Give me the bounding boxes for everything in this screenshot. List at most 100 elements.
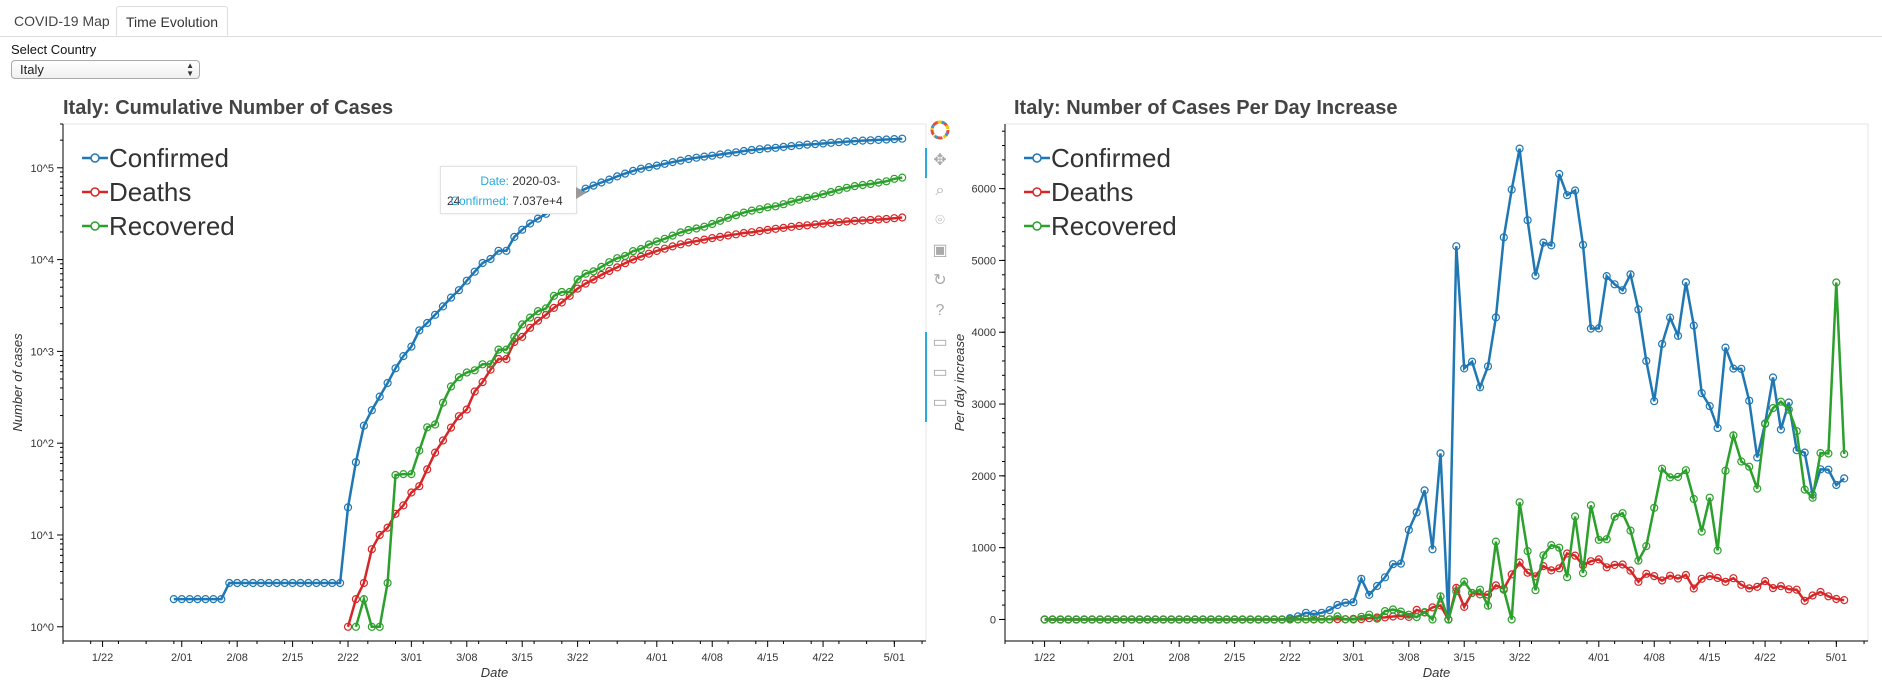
legend-marker: [90, 187, 100, 197]
data-point: [1681, 278, 1691, 287]
data-point: [842, 183, 851, 192]
x-tick-label: 3/01: [401, 652, 422, 664]
data-point: [462, 276, 471, 285]
data-point: [478, 360, 487, 369]
data-point: [1570, 512, 1580, 521]
country-select[interactable]: Italy ▲ ▼: [11, 60, 200, 79]
data-point: [1491, 537, 1501, 546]
data-point: [1713, 573, 1722, 583]
data-point: [723, 231, 733, 240]
x-tick-label: 2/15: [282, 652, 303, 664]
x-tick-label: 4/01: [1588, 652, 1609, 664]
data-point: [502, 345, 511, 354]
hover-icon[interactable]: ▭: [932, 394, 948, 411]
help-icon[interactable]: ?: [935, 302, 945, 319]
data-point: [660, 159, 669, 168]
data-point: [304, 578, 313, 588]
data-point: [1840, 449, 1849, 459]
data-point: [1547, 566, 1556, 575]
data-point: [1080, 615, 1089, 624]
data-point: [692, 153, 701, 162]
hover-icon[interactable]: ▭: [932, 334, 948, 351]
data-point: [731, 211, 741, 220]
data-point: [1737, 364, 1746, 373]
data-point: [613, 172, 622, 181]
data-point: [890, 214, 899, 223]
tab-time-evolution[interactable]: Time Evolution: [116, 6, 229, 36]
save-icon[interactable]: ▣: [932, 242, 948, 259]
chart-per-day[interactable]: 1/22 2/01 2/08 2/15 2/22 3/01 3/08 3/15 3/22 4/01…: [942, 116, 1882, 686]
wheel-zoom-icon[interactable]: ⌾: [935, 212, 945, 229]
hover-tooltip: Date: 2020-03-24 Confirmed: 7.037e+4: [440, 166, 586, 214]
data-point: [272, 578, 281, 588]
data-point: [898, 134, 907, 143]
data-point: [1460, 602, 1469, 611]
data-point: [874, 178, 883, 187]
data-point: [1420, 486, 1429, 495]
data-point: [1768, 404, 1778, 413]
data-point: [882, 135, 891, 144]
data-point: [1270, 615, 1279, 624]
data-point: [779, 142, 788, 151]
data-point: [1523, 547, 1532, 556]
data-point: [557, 298, 566, 307]
data-point: [1452, 242, 1461, 251]
hover-icon[interactable]: ▭: [932, 364, 948, 381]
data-point: [541, 304, 551, 313]
data-point: [866, 179, 875, 189]
data-point: [660, 234, 669, 243]
data-point: [692, 236, 701, 246]
data-point: [1792, 427, 1801, 436]
data-point: [1475, 383, 1485, 392]
data-point: [1705, 402, 1714, 411]
chart-cumulative[interactable]: 1/22 2/01 2/08 2/15 2/22 3/01 3/08 3/15 3/22 4/01…: [0, 116, 940, 686]
legend-label-recovered: Recovered: [1051, 211, 1177, 241]
data-point: [1626, 566, 1635, 575]
data-point: [1760, 577, 1770, 586]
x-tick-label: 2/15: [1224, 652, 1245, 664]
data-point: [1539, 238, 1548, 247]
x-tick-label: 2/22: [1279, 652, 1300, 664]
data-point: [1309, 610, 1318, 619]
data-point: [169, 595, 178, 604]
x-tick-label: 2/01: [171, 652, 192, 664]
reset-icon[interactable]: ↻: [933, 272, 947, 289]
data-point: [755, 145, 764, 154]
data-point: [1396, 607, 1405, 616]
data-point: [898, 213, 907, 222]
data-point: [1642, 569, 1651, 578]
data-point: [1507, 185, 1516, 194]
data-point: [715, 150, 725, 159]
data-point: [1634, 577, 1643, 586]
data-point: [1776, 397, 1786, 406]
data-point: [1380, 573, 1390, 582]
box-zoom-icon[interactable]: ⌕: [935, 182, 945, 199]
data-point: [1293, 615, 1302, 624]
data-point: [755, 226, 764, 236]
series-line-confirmed: [173, 137, 903, 601]
data-point: [826, 138, 836, 147]
data-point: [850, 181, 859, 191]
data-point: [359, 421, 368, 430]
data-point: [462, 368, 471, 377]
data-point: [1483, 362, 1493, 371]
data-point: [1816, 449, 1825, 458]
data-point: [1317, 615, 1326, 624]
data-point: [1824, 592, 1833, 601]
tab-covid-map[interactable]: COVID-19 Map: [14, 13, 110, 29]
data-point: [1103, 615, 1112, 624]
data-point: [826, 187, 836, 197]
data-point: [1420, 608, 1429, 617]
data-point: [763, 203, 772, 212]
pan-icon[interactable]: ✥: [933, 152, 947, 169]
data-point: [1840, 474, 1849, 483]
data-point: [1800, 485, 1809, 494]
data-point: [1840, 596, 1849, 605]
data-point: [1143, 615, 1152, 624]
bokeh-logo-icon[interactable]: [928, 120, 952, 142]
y-tick-label: 6000: [972, 184, 996, 196]
data-point: [1555, 543, 1564, 552]
data-point: [1776, 582, 1786, 591]
data-point: [684, 225, 693, 235]
x-tick-label: 3/22: [1509, 652, 1530, 664]
